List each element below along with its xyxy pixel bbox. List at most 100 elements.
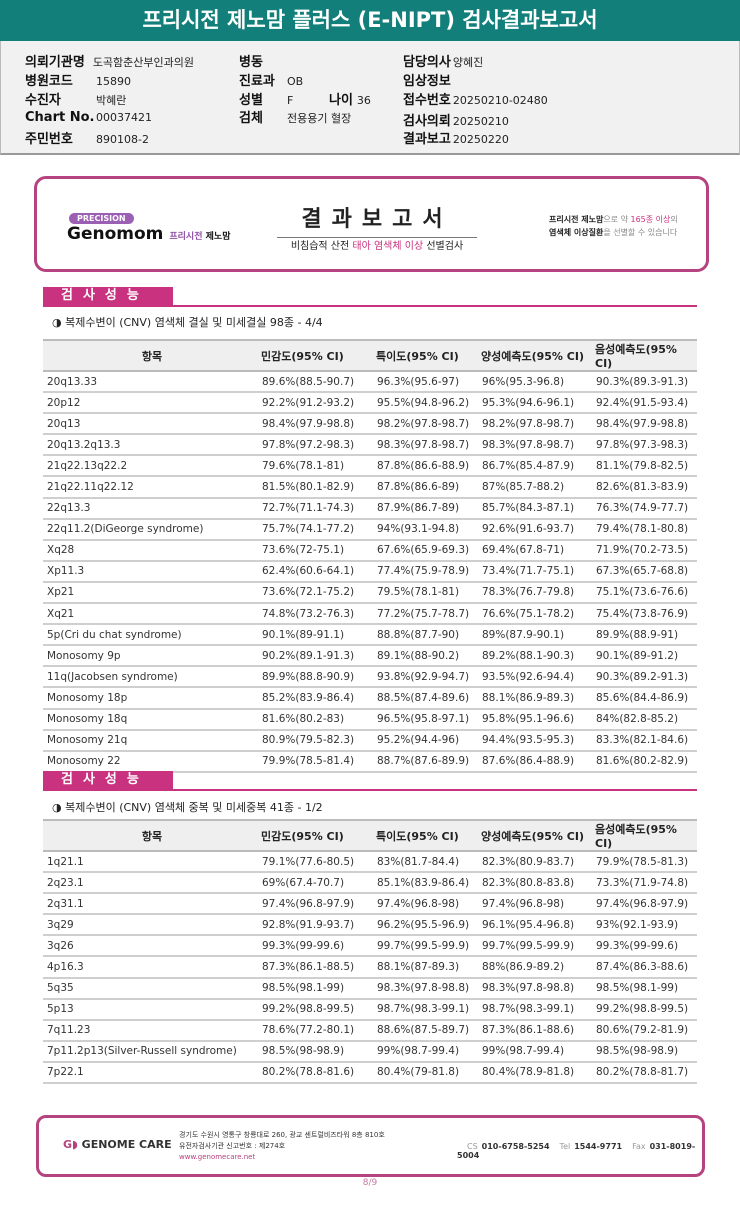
value-cell: 82.3%(80.9-83.7) <box>478 851 592 874</box>
item-cell: 5p13 <box>43 998 258 1021</box>
section-subtitle: ◑ 복제수변이 (CNV) 염색체 중복 및 미세중복 41종 - 1/2 <box>52 801 323 814</box>
label: 검체 <box>239 111 263 126</box>
value-cell: 97.4%(96.8-97.9) <box>592 893 697 916</box>
value-cell: 81.5%(80.1-82.9) <box>258 476 373 499</box>
value-cell: 98.3%(97.8-98.7) <box>373 434 478 457</box>
sex-field: 성별 F <box>239 89 293 108</box>
value-cell: 84%(82.8-85.2) <box>592 708 697 731</box>
value-cell: 94.4%(93.5-95.3) <box>478 729 592 752</box>
report-date-field: 결과보고 20250220 <box>403 128 509 147</box>
value-cell: 73.3%(71.9-74.8) <box>592 872 697 895</box>
receipt-no-field: 접수번호 20250210-02480 <box>403 89 548 108</box>
label: 병동 <box>239 55 263 70</box>
value-cell: 87%(85.7-88.2) <box>478 476 592 499</box>
report-banner: PRECISION Genomom 프리시전 제노맘 결과보고서 비침습적 산전 … <box>34 176 709 272</box>
value-cell: 99.3%(99-99.6) <box>592 935 697 958</box>
item-cell: 22q11.2(DiGeorge syndrome) <box>43 518 258 541</box>
label: 접수번호 <box>403 93 451 108</box>
value-cell: 82.6%(81.3-83.9) <box>592 476 697 499</box>
table-header-row: 항목 민감도(95% CI) 특이도(95% CI) 양성예측도(95% CI) 음성예… <box>43 819 697 852</box>
column-header: 특이도(95% CI) <box>373 339 478 372</box>
value-cell: 98.5%(98-98.9) <box>258 1040 373 1063</box>
value-cell: 88.5%(87.4-89.6) <box>373 687 478 710</box>
value-cell: 82.3%(80.8-83.8) <box>478 872 592 895</box>
value-cell: 96.5%(95.8-97.1) <box>373 708 478 731</box>
value-cell: 96%(95.3-96.8) <box>478 371 592 394</box>
table-row: 2q31.1 97.4%(96.8-97.9) 97.4%(96.8-98) 97.4… <box>43 893 697 916</box>
value: 15890 <box>96 75 131 88</box>
item-cell: 7q11.23 <box>43 1019 258 1042</box>
item-cell: Monosomy 21q <box>43 729 258 752</box>
value-cell: 98.3%(97.8-98.8) <box>373 977 478 1000</box>
label: 담당의사 <box>403 55 451 70</box>
table-row: 3q29 92.8%(91.9-93.7) 96.2%(95.5-96.9) 96.1… <box>43 914 697 937</box>
item-cell: 3q26 <box>43 935 258 958</box>
value-cell: 78.3%(76.7-79.8) <box>478 581 592 605</box>
value-cell: 99.2%(98.8-99.5) <box>258 998 373 1021</box>
item-cell: 3q29 <box>43 914 258 937</box>
value-cell: 85.7%(84.3-87.1) <box>478 497 592 520</box>
value-cell: 89%(87.9-90.1) <box>478 624 592 647</box>
value-cell: 88.7%(87.6-89.9) <box>373 750 478 773</box>
sub-a: 비침습적 산전 <box>290 241 350 252</box>
brand-kr2: 제노맘 <box>205 232 231 242</box>
value-cell: 98.5%(98.1-99) <box>592 977 697 1000</box>
column-header: 민감도(95% CI) <box>258 819 373 852</box>
value-cell: 94%(93.1-94.8) <box>373 518 478 541</box>
value-cell: 98.2%(97.8-98.7) <box>373 413 478 436</box>
value-cell: 77.4%(75.9-78.9) <box>373 560 478 583</box>
item-cell: 2q23.1 <box>43 872 258 895</box>
value-cell: 95.8%(95.1-96.6) <box>478 708 592 731</box>
value: 890108-2 <box>96 133 149 146</box>
table-row: Monosomy 18q 81.6%(80.2-83) 96.5%(95.8-97.… <box>43 708 697 731</box>
item-cell: 21q22.13q22.2 <box>43 455 258 478</box>
value-cell: 85.6%(84.4-86.9) <box>592 687 697 710</box>
table-row: Xp21 73.6%(72.1-75.2) 79.5%(78.1-81) 78.3%(… <box>43 581 697 605</box>
value-cell: 80.9%(79.5-82.3) <box>258 729 373 752</box>
value-cell: 90.3%(89.2-91.3) <box>592 666 697 689</box>
resident-no-field: 주민번호 890108-2 <box>25 128 149 147</box>
item-cell: 20q13.33 <box>43 371 258 394</box>
value-cell: 92.2%(91.2-93.2) <box>258 392 373 415</box>
value-cell: 95.5%(94.8-96.2) <box>373 392 478 415</box>
column-header: 항목 <box>43 819 258 852</box>
value-cell: 79.9%(78.5-81.4) <box>258 750 373 773</box>
table-row: 5q35 98.5%(98.1-99) 98.3%(97.8-98.8) 98.3%(… <box>43 977 697 1000</box>
age-field: 나이 36 <box>329 89 371 108</box>
t1c: 165종 이상 <box>630 215 671 224</box>
value-cell: 98.7%(98.3-99.1) <box>478 998 592 1021</box>
banner-tagline: 프리시전 제노맘으로 약 165종 이상의 염색체 이상질환을 선별할 수 있습… <box>549 213 678 239</box>
item-cell: Xp11.3 <box>43 560 258 583</box>
item-cell: 5q35 <box>43 977 258 1000</box>
value-cell: 90.3%(89.3-91.3) <box>592 371 697 394</box>
value-cell: 87.3%(86.1-88.5) <box>258 956 373 979</box>
website-link[interactable]: www.genomecare.net <box>179 1153 256 1161</box>
footer-contacts: CS 010-6758-5254 Tel 1544-9771 Fax 031-8019-5… <box>457 1142 702 1160</box>
table-row: Xq28 73.6%(72-75.1) 67.6%(65.9-69.3) 69.4%(… <box>43 539 697 562</box>
value-cell: 89.2%(88.1-90.3) <box>478 645 592 668</box>
item-cell: 20q13 <box>43 413 258 436</box>
table-row: Monosomy 18p 85.2%(83.9-86.4) 88.5%(87.4-8… <box>43 687 697 710</box>
value-cell: 98.3%(97.8-98.8) <box>478 977 592 1000</box>
sub-c: 선별검사 <box>426 241 464 252</box>
table-row: 22q13.3 72.7%(71.1-74.3) 87.9%(86.7-89) 85.… <box>43 497 697 520</box>
value-cell: 98.4%(97.9-98.8) <box>592 413 697 436</box>
table-row: 7p22.1 80.2%(78.8-81.6) 80.4%(79-81.8) 80.4… <box>43 1061 697 1085</box>
footer-address: 경기도 수원시 영통구 창룡대로 260, 광교 센트럴비즈타워 8층 810호… <box>179 1130 385 1163</box>
value-cell: 80.2%(78.8-81.7) <box>592 1061 697 1085</box>
item-cell: 7p11.2p13(Silver-Russell syndrome) <box>43 1040 258 1063</box>
cs-label: CS <box>467 1142 478 1151</box>
performance-table-deletions: 항목 민감도(95% CI) 특이도(95% CI) 양성예측도(95% CI) 음성예… <box>43 339 697 773</box>
value-cell: 99.7%(99.5-99.9) <box>373 935 478 958</box>
clinical-info-field: 임상정보 <box>403 70 459 89</box>
value-cell: 62.4%(60.6-64.1) <box>258 560 373 583</box>
value: 양혜진 <box>452 56 484 69</box>
item-cell: 20p12 <box>43 392 258 415</box>
item-cell: 11q(Jacobsen syndrome) <box>43 666 258 689</box>
label: Chart No. <box>25 110 95 125</box>
label: 진료과 <box>239 74 275 89</box>
table-row: 20q13 98.4%(97.9-98.8) 98.2%(97.8-98.7) 98.… <box>43 413 697 436</box>
table-row: 20q13.33 89.6%(88.5-90.7) 96.3%(95.6-97) 96… <box>43 371 697 394</box>
value-cell: 99.2%(98.8-99.5) <box>592 998 697 1021</box>
fax-label: Fax <box>632 1142 646 1151</box>
